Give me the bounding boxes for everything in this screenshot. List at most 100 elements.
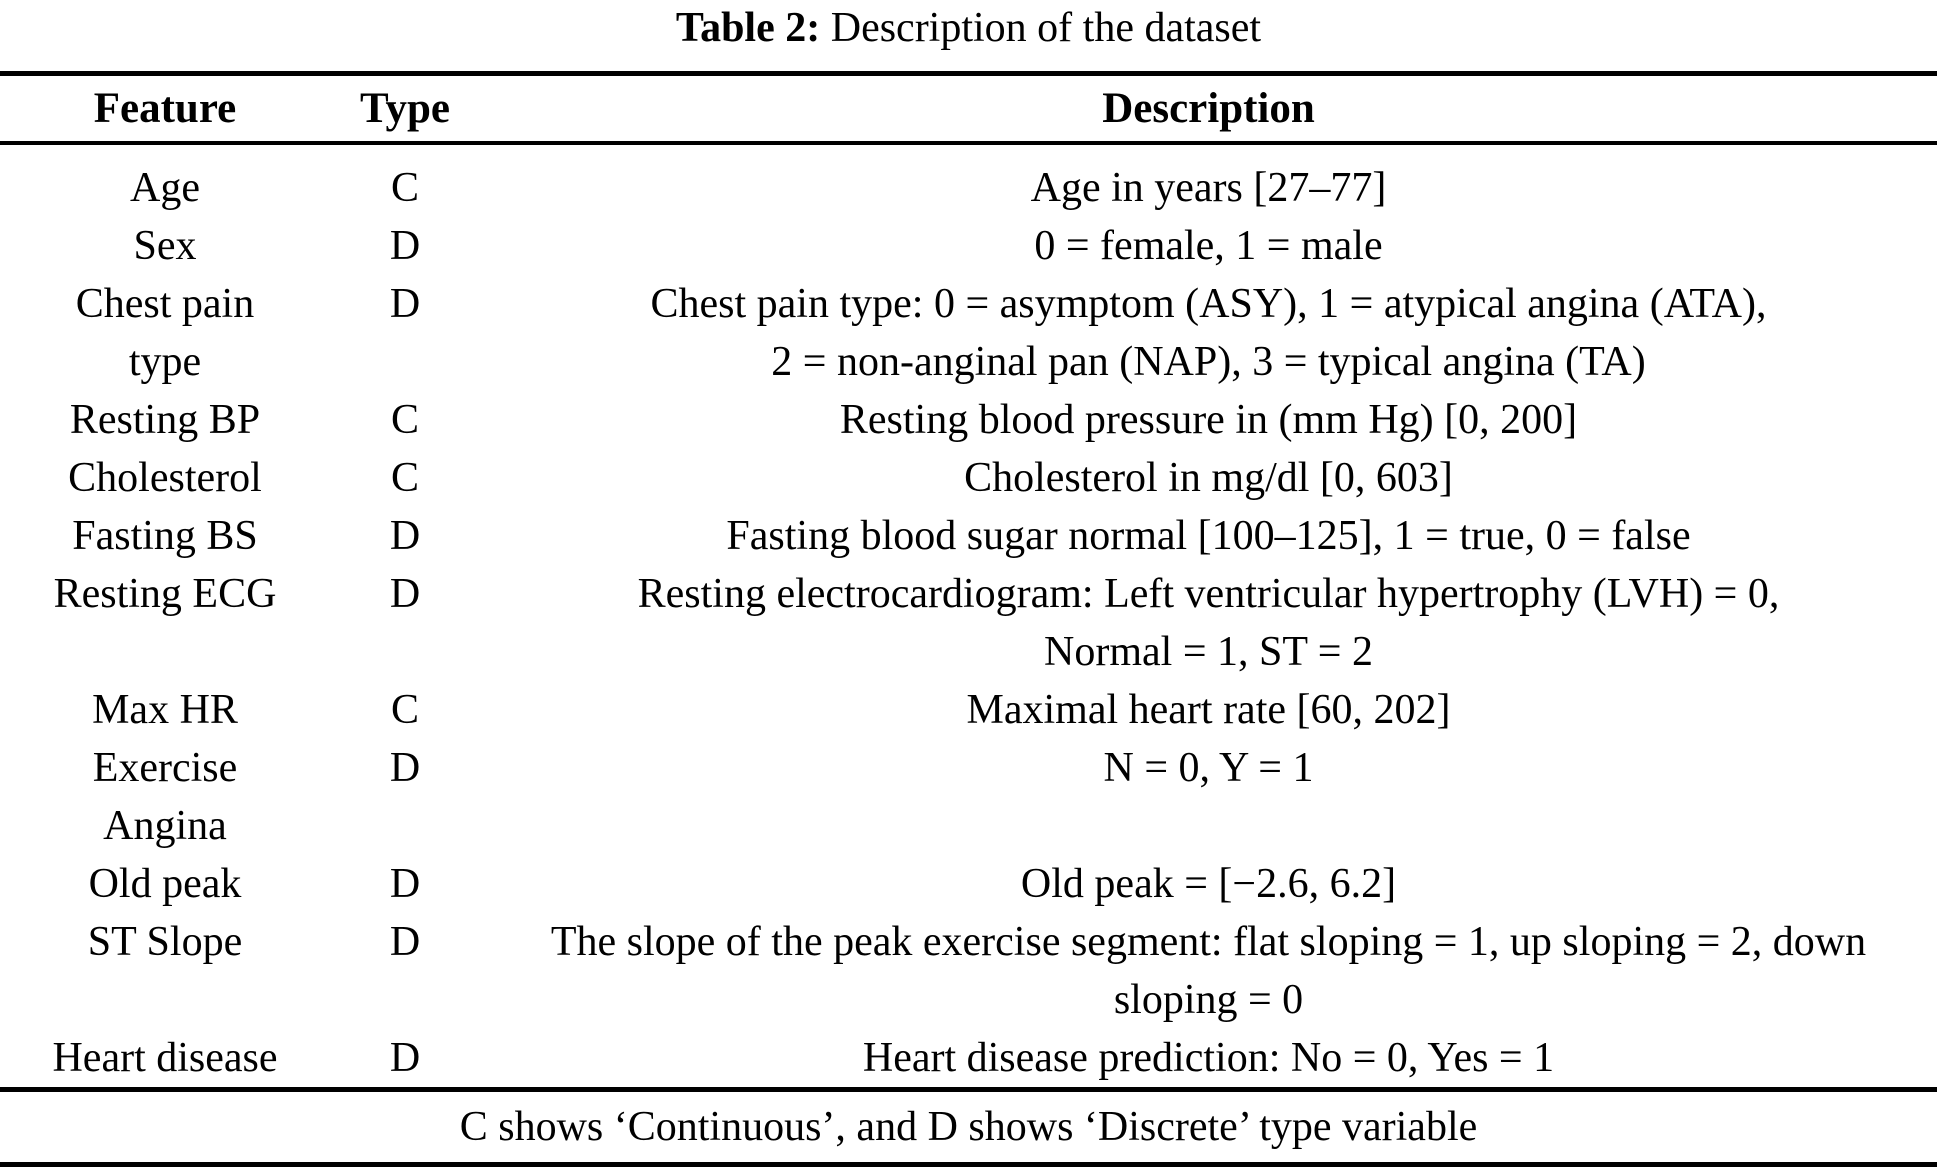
cell-line: Exercise: [92, 745, 238, 791]
table-footnote: C shows ‘Continuous’, and D shows ‘Discr…: [459, 1104, 1478, 1150]
cell-line: Old peak: [88, 861, 242, 907]
cell-line: Resting electrocardiogram: Left ventricu…: [637, 571, 1780, 617]
cell-line: Fasting blood sugar normal [100–125], 1 …: [726, 513, 1691, 559]
cell-line: N = 0, Y = 1: [1103, 745, 1314, 791]
cell-line: Resting blood pressure in (mm Hg) [0, 20…: [839, 397, 1578, 443]
type-cell: D: [330, 855, 480, 913]
table-header-row: Feature Type Description: [0, 76, 1937, 141]
cell-line: Heart disease: [52, 1035, 278, 1081]
type-cell: D: [330, 739, 480, 797]
feature-cell: Fasting BS: [0, 507, 330, 565]
cell-line: Age in years [27–77]: [1030, 165, 1387, 211]
table-caption-text: Description of the dataset: [820, 5, 1262, 51]
cell-line: Heart disease prediction: No = 0, Yes = …: [862, 1035, 1555, 1081]
cell-line: sloping = 0: [1113, 977, 1304, 1023]
table-row: Resting BP C Resting blood pressure in (mm…: [0, 391, 1937, 449]
description-cell: Age in years [27–77]: [480, 159, 1937, 217]
footnote-band: C shows ‘Continuous’, and D shows ‘Discr…: [0, 1092, 1937, 1162]
feature-cell: Resting BP: [0, 391, 330, 449]
cell-line: ST Slope: [87, 919, 243, 965]
cell-line: D: [389, 861, 421, 907]
bottom-rule: [0, 1162, 1937, 1167]
cell-line: type: [128, 339, 202, 385]
feature-cell: Old peak: [0, 855, 330, 913]
column-header-type: Type: [360, 85, 450, 132]
description-cell: Fasting blood sugar normal [100–125], 1 …: [480, 507, 1937, 565]
description-cell: Heart disease prediction: No = 0, Yes = …: [480, 1029, 1937, 1087]
type-cell: C: [330, 159, 480, 217]
description-cell: Cholesterol in mg/dl [0, 603]: [480, 449, 1937, 507]
cell-line: Resting BP: [69, 397, 261, 443]
type-cell: D: [330, 507, 480, 565]
cell-line: Cholesterol: [68, 455, 262, 501]
type-cell: D: [330, 1029, 480, 1087]
cell-line: Fasting BS: [72, 513, 258, 559]
cell-line: Maximal heart rate [60, 202]: [966, 687, 1451, 733]
table-row: Fasting BS D Fasting blood sugar normal [1…: [0, 507, 1937, 565]
type-cell: C: [330, 681, 480, 739]
description-cell: Old peak = [−2.6, 6.2]: [480, 855, 1937, 913]
table-row: Old peak D Old peak = [−2.6, 6.2]: [0, 855, 1937, 913]
table-row: Cholesterol C Cholesterol in mg/dl [0, 603…: [0, 449, 1937, 507]
feature-cell: Heart disease: [0, 1029, 330, 1087]
cell-line: 0 = female, 1 = male: [1034, 223, 1383, 269]
table-row: Max HR C Maximal heart rate [60, 202]: [0, 681, 1937, 739]
description-cell: Chest pain type: 0 = asymptom (ASY), 1 =…: [480, 275, 1937, 391]
cell-line: 2 = non-anginal pan (NAP), 3 = typical a…: [771, 339, 1646, 385]
type-cell: C: [330, 449, 480, 507]
cell-line: Chest pain type: 0 = asymptom (ASY), 1 =…: [650, 281, 1767, 327]
feature-cell: Chest pain type: [0, 275, 330, 391]
cell-line: D: [389, 223, 421, 269]
feature-cell: Age: [0, 159, 330, 217]
type-cell: D: [330, 565, 480, 623]
table-row: Sex D 0 = female, 1 = male: [0, 217, 1937, 275]
type-cell: C: [330, 391, 480, 449]
table-row: Heart disease D Heart disease prediction: …: [0, 1029, 1937, 1087]
table-body: Age C Age in years [27–77] Sex D 0 = female, …: [0, 145, 1937, 1087]
cell-line: D: [389, 281, 421, 327]
description-cell: N = 0, Y = 1: [480, 739, 1937, 797]
table-caption-label: Table 2:: [675, 5, 821, 51]
description-cell: The slope of the peak exercise segment: …: [480, 913, 1937, 1029]
cell-line: Sex: [133, 223, 197, 269]
type-cell: D: [330, 217, 480, 275]
cell-line: Old peak = [−2.6, 6.2]: [1020, 861, 1397, 907]
type-cell: D: [330, 275, 480, 333]
cell-line: Resting ECG: [53, 571, 277, 617]
table-caption: Table 2: Description of the dataset: [0, 0, 1937, 71]
column-header-feature: Feature: [93, 85, 237, 132]
header-rule: [0, 141, 1937, 145]
cell-line: C: [390, 687, 419, 733]
description-cell: Maximal heart rate [60, 202]: [480, 681, 1937, 739]
table-row: Age C Age in years [27–77]: [0, 159, 1937, 217]
cell-line: The slope of the peak exercise segment: …: [550, 919, 1867, 965]
column-header-description: Description: [1102, 85, 1315, 132]
cell-line: Age: [130, 165, 200, 211]
feature-cell: Cholesterol: [0, 449, 330, 507]
table-row: ST Slope D The slope of the peak exercise …: [0, 913, 1937, 1029]
cell-line: C: [390, 455, 419, 501]
cell-line: Chest pain: [75, 281, 255, 327]
cell-line: Normal = 1, ST = 2: [1044, 629, 1373, 675]
table-row: Resting ECG D Resting electrocardiogram: L…: [0, 565, 1937, 681]
cell-line: Cholesterol in mg/dl [0, 603]: [964, 455, 1453, 501]
cell-line: C: [390, 165, 419, 211]
feature-cell: ST Slope: [0, 913, 330, 971]
cell-line: D: [389, 919, 421, 965]
cell-line: D: [389, 571, 421, 617]
table-row: Exercise Angina D N = 0, Y = 1: [0, 739, 1937, 855]
feature-cell: Max HR: [0, 681, 330, 739]
description-cell: Resting blood pressure in (mm Hg) [0, 20…: [480, 391, 1937, 449]
cell-line: Angina: [103, 803, 227, 849]
footnote-rule: [0, 1087, 1937, 1092]
description-cell: Resting electrocardiogram: Left ventricu…: [480, 565, 1937, 681]
feature-cell: Sex: [0, 217, 330, 275]
top-rule: [0, 71, 1937, 76]
type-cell: D: [330, 913, 480, 971]
cell-line: D: [389, 745, 421, 791]
cell-line: D: [389, 1035, 421, 1081]
cell-line: C: [390, 397, 419, 443]
feature-cell: Resting ECG: [0, 565, 330, 623]
cell-line: D: [389, 513, 421, 559]
